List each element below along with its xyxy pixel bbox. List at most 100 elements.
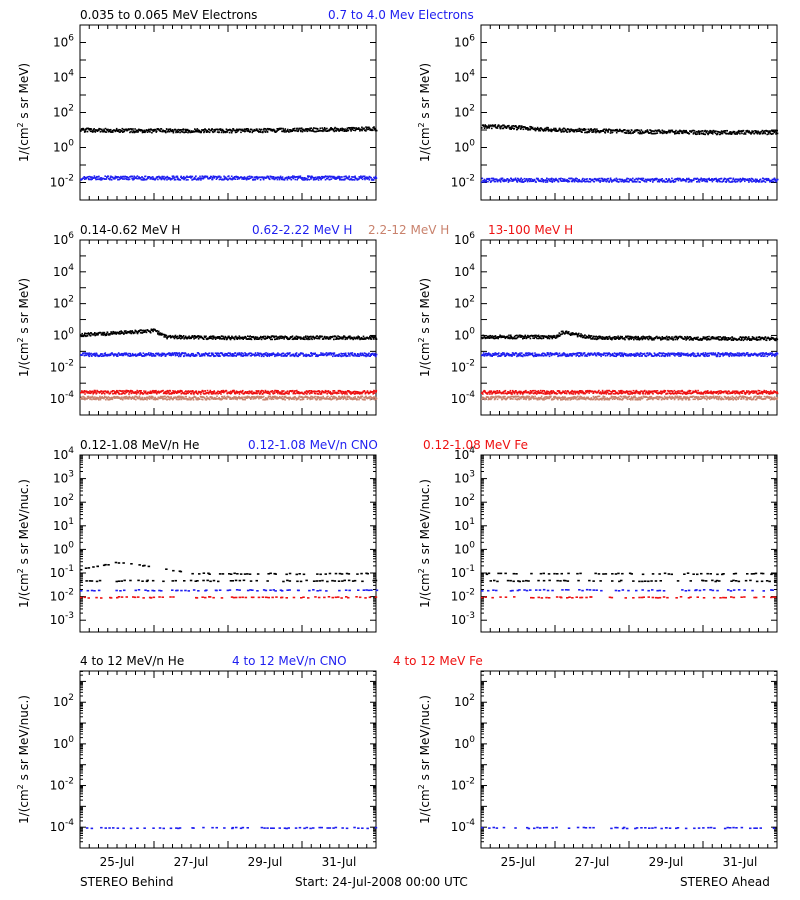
- data-point: [151, 178, 153, 180]
- data-point: [177, 337, 179, 340]
- data-point: [347, 352, 350, 354]
- data-point: [106, 398, 109, 400]
- data-point: [670, 180, 673, 183]
- data-point: [308, 354, 311, 356]
- data-point: [157, 333, 159, 335]
- data-point: [260, 353, 262, 356]
- data-point: [318, 396, 321, 399]
- data-point: [183, 338, 185, 340]
- data-point: [374, 335, 376, 338]
- data-point: [775, 180, 778, 182]
- data-point: [251, 390, 253, 392]
- data-point: [706, 180, 709, 183]
- data-point: [711, 178, 713, 180]
- data-point: [273, 392, 276, 394]
- data-point: [95, 353, 98, 355]
- data-point: [731, 180, 734, 182]
- data-point: [342, 336, 345, 339]
- data-point: [247, 175, 249, 178]
- data-point: [150, 329, 152, 331]
- data-point: [101, 178, 103, 181]
- data-point: [327, 390, 330, 392]
- data-point: [98, 127, 100, 130]
- data-point: [328, 353, 330, 356]
- data-point: [101, 128, 103, 131]
- data-point: [290, 176, 293, 178]
- data-point: [143, 390, 145, 392]
- data-point: [758, 131, 760, 134]
- data-point: [225, 390, 228, 392]
- data-point: [347, 178, 350, 180]
- data-point: [619, 128, 621, 131]
- data-point: [709, 130, 712, 132]
- data-point: [261, 176, 264, 179]
- data-point: [94, 389, 96, 392]
- data-point: [595, 130, 598, 133]
- data-point: [239, 129, 241, 131]
- data-point: [88, 178, 90, 181]
- data-point: [141, 131, 144, 134]
- data-point: [365, 130, 367, 132]
- data-point: [134, 353, 137, 355]
- data-point: [323, 338, 325, 340]
- data-point: [244, 352, 246, 354]
- data-point: [100, 355, 103, 357]
- data-point: [269, 353, 271, 355]
- data-point: [744, 132, 746, 134]
- data-point: [499, 127, 502, 130]
- data-point: [318, 398, 321, 401]
- data-point: [695, 178, 697, 180]
- data-point: [80, 179, 83, 181]
- data-point: [158, 175, 160, 178]
- data-point: [511, 125, 513, 127]
- data-point: [162, 129, 164, 132]
- data-point: [194, 355, 196, 357]
- data-point: [277, 129, 279, 131]
- data-point: [256, 336, 259, 339]
- data-point: [172, 175, 175, 177]
- data-point: [706, 130, 708, 132]
- data-point: [271, 353, 274, 356]
- data-point: [329, 337, 332, 340]
- data-point: [180, 175, 182, 178]
- data-point: [247, 128, 250, 131]
- data-point: [89, 398, 91, 401]
- data-point: [276, 128, 278, 130]
- data-point: [705, 180, 708, 183]
- data-point: [714, 130, 716, 132]
- data-point: [80, 335, 83, 338]
- data-point: [223, 391, 225, 394]
- data-point: [714, 178, 716, 180]
- data-point: [113, 331, 115, 334]
- data-point: [98, 397, 101, 399]
- data-point: [575, 177, 577, 180]
- data-point: [254, 337, 257, 340]
- data-point: [280, 127, 283, 130]
- y-tick-label: 106: [53, 231, 74, 247]
- data-point: [219, 398, 221, 401]
- data-point: [121, 177, 123, 180]
- data-point: [668, 130, 671, 132]
- data-point: [80, 392, 82, 394]
- data-point: [639, 181, 641, 183]
- data-point: [484, 124, 486, 126]
- data-point: [628, 181, 630, 183]
- data-point: [143, 179, 145, 181]
- data-point: [496, 180, 499, 183]
- data-point: [493, 180, 496, 183]
- data-point: [124, 392, 126, 395]
- data-point: [209, 389, 212, 392]
- data-point: [498, 125, 500, 127]
- data-point: [231, 335, 233, 338]
- data-point: [284, 395, 287, 398]
- data-point: [337, 177, 340, 179]
- data-point: [312, 335, 314, 338]
- data-point: [339, 129, 341, 131]
- data-point: [309, 397, 312, 399]
- data-point: [327, 353, 329, 356]
- data-point: [156, 393, 158, 395]
- data-point: [271, 177, 273, 180]
- data-point: [226, 178, 228, 180]
- data-point: [233, 389, 235, 392]
- data-point: [177, 390, 179, 392]
